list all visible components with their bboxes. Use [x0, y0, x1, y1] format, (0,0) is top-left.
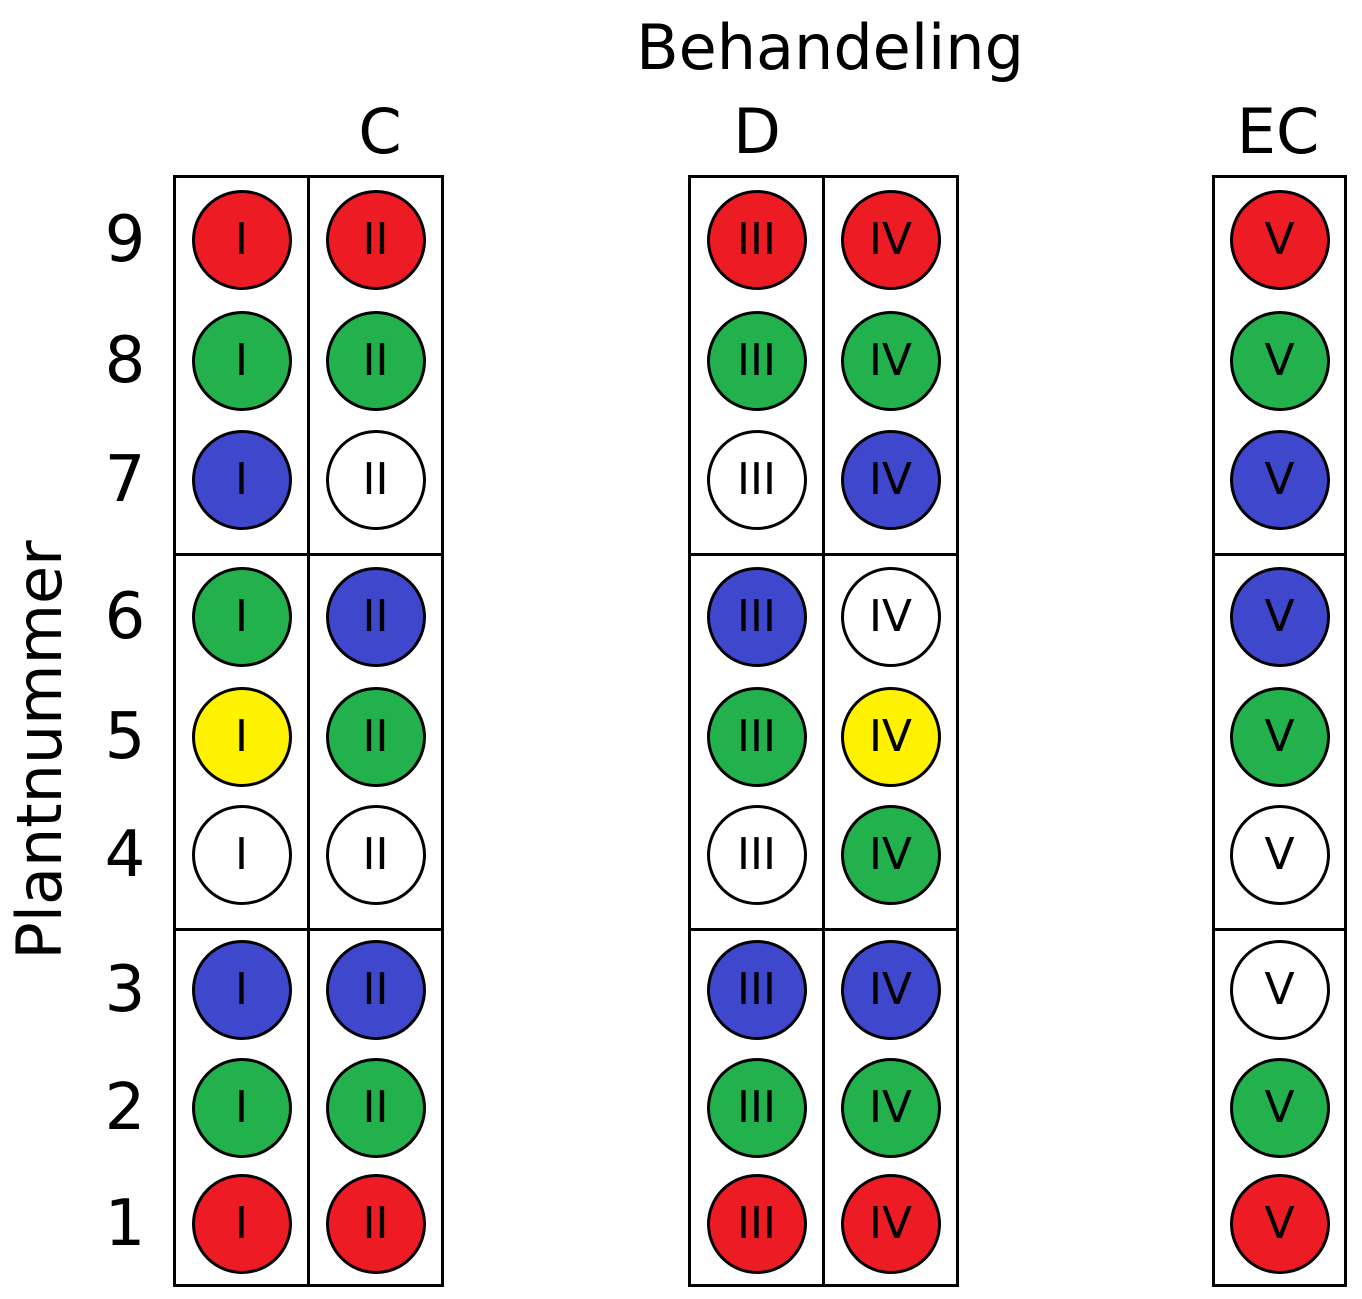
plant-marker: I: [191, 940, 292, 1040]
plant-marker: I: [191, 805, 292, 905]
plant-marker: V: [1229, 1058, 1330, 1158]
plant-marker: II: [325, 687, 426, 787]
plant-marker: III: [706, 311, 807, 411]
block-divider: [688, 553, 959, 556]
row-number: 9: [104, 203, 146, 277]
plant-marker: IV: [840, 940, 941, 1040]
plant-marker: II: [325, 1174, 426, 1274]
plant-marker: III: [706, 687, 807, 787]
plant-marker: II: [325, 311, 426, 411]
plant-marker: V: [1229, 190, 1330, 290]
plant-marker: III: [706, 1058, 807, 1158]
plant-marker: II: [325, 940, 426, 1040]
column-divider: [307, 175, 310, 1287]
plant-marker: V: [1229, 687, 1330, 787]
plant-marker: V: [1229, 430, 1330, 530]
plant-marker: II: [325, 567, 426, 667]
row-number: 3: [104, 953, 146, 1027]
group-label-ec: EC: [1236, 95, 1320, 168]
y-axis-label: Plantnummer: [3, 540, 76, 960]
block-divider: [1212, 928, 1347, 931]
group-label-c: C: [358, 95, 402, 168]
column-divider: [822, 175, 825, 1287]
plant-marker: IV: [840, 311, 941, 411]
plant-marker: I: [191, 311, 292, 411]
plant-marker: V: [1229, 1174, 1330, 1274]
plant-marker: II: [325, 1058, 426, 1158]
plant-marker: IV: [840, 687, 941, 787]
plant-marker: III: [706, 940, 807, 1040]
plant-marker: II: [325, 805, 426, 905]
plant-marker: I: [191, 1174, 292, 1274]
plant-marker: III: [706, 1174, 807, 1274]
row-number: 7: [104, 443, 146, 517]
plant-marker: IV: [840, 430, 941, 530]
plant-marker: III: [706, 430, 807, 530]
plant-marker: I: [191, 1058, 292, 1158]
plant-marker: II: [325, 430, 426, 530]
plant-marker: V: [1229, 567, 1330, 667]
block-divider: [173, 553, 444, 556]
plant-marker: IV: [840, 1174, 941, 1274]
plant-marker: V: [1229, 940, 1330, 1040]
row-number: 8: [104, 324, 146, 398]
row-number: 4: [104, 818, 146, 892]
diagram-title: Behandeling: [636, 11, 1024, 84]
plant-marker: III: [706, 805, 807, 905]
plant-marker: III: [706, 190, 807, 290]
plant-marker: I: [191, 430, 292, 530]
plant-marker: IV: [840, 567, 941, 667]
block-divider: [173, 928, 444, 931]
plant-marker: I: [191, 687, 292, 787]
group-box-ec: [1212, 175, 1347, 1287]
plant-marker: IV: [840, 1058, 941, 1158]
plant-marker: I: [191, 567, 292, 667]
group-label-d: D: [733, 95, 781, 168]
row-number: 2: [104, 1071, 146, 1145]
row-number: 5: [104, 700, 146, 774]
block-divider: [688, 928, 959, 931]
plant-marker: IV: [840, 805, 941, 905]
plant-marker: I: [191, 190, 292, 290]
plant-marker: V: [1229, 805, 1330, 905]
block-divider: [1212, 553, 1347, 556]
row-number: 6: [104, 580, 146, 654]
plant-marker: III: [706, 567, 807, 667]
plant-marker: V: [1229, 311, 1330, 411]
plant-marker: II: [325, 190, 426, 290]
row-number: 1: [104, 1187, 146, 1261]
plant-marker: IV: [840, 190, 941, 290]
